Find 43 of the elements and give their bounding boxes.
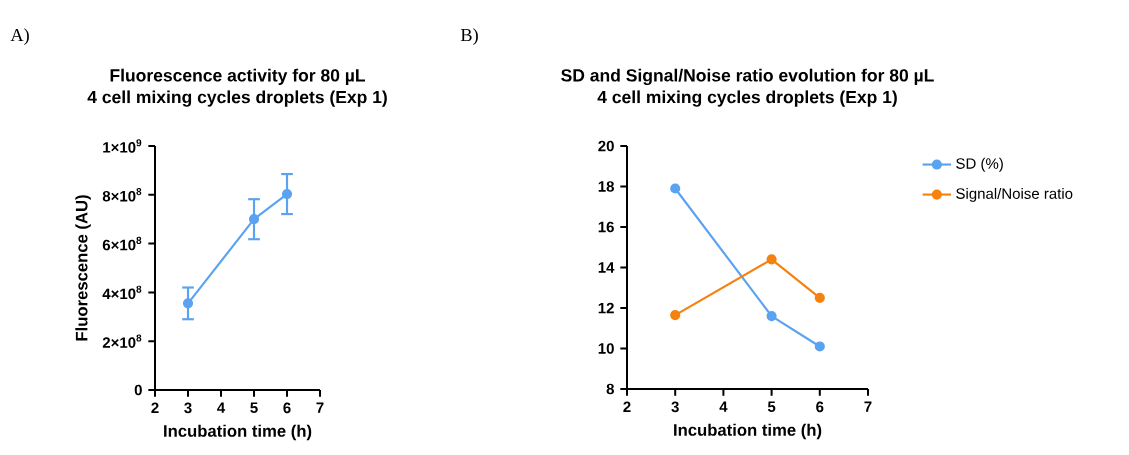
y-tick-label: 1×10$^{9}$ [103, 139, 142, 153]
point [248, 214, 260, 225]
point [670, 183, 681, 194]
text: A) [10, 28, 29, 45]
point [182, 298, 194, 309]
point [814, 292, 825, 303]
y-tick-label: 16 [598, 221, 614, 233]
x-tick-label: 3 [671, 401, 679, 413]
x-tick-label: 6 [816, 401, 824, 413]
y-tick-label: 20 [598, 140, 614, 152]
x-tick-label: 4 [217, 402, 226, 413]
chart-title: SD and Signal/Noise ratio evolution for 80 µL 4 cell mixing cycles droplets (Exp 1) [561, 68, 934, 107]
point [814, 341, 825, 352]
point [766, 311, 777, 322]
x-tick-label: 6 [283, 402, 291, 414]
point [670, 309, 681, 321]
point [281, 188, 293, 200]
legend-label: SD (%) [956, 157, 1003, 172]
x-tick-label: 4 [719, 401, 728, 412]
y-tick-label: 14 [598, 262, 615, 273]
x-tick-label: 5 [767, 401, 776, 413]
y-axis-title: Fluorescence (AU) [75, 195, 91, 341]
y-tick-label: 0 [134, 384, 142, 396]
x-tick-label: 3 [184, 402, 192, 414]
y-tick-label: 12 [598, 302, 614, 314]
x-axis-title: Incubation time (h) [674, 423, 822, 440]
legend-label: Signal/Noise ratio [956, 187, 1073, 202]
text: B) [460, 28, 478, 45]
y-tick-label: 8×10$^{8}$ [102, 188, 142, 202]
x-tick-label: 5 [250, 402, 258, 414]
x-tick-label: 2 [623, 401, 631, 413]
y-tick-label: 18 [598, 181, 614, 192]
chart-title: Fluorescence activity for 80 µL 4 cell mixing cycles droplets (Exp 1) [87, 68, 387, 107]
y-tick-label: 10 [598, 343, 614, 354]
x-tick-label: 7 [864, 401, 872, 412]
point [766, 254, 777, 265]
y-tick-label: 8 [606, 383, 614, 395]
y-tick-label: 4×10$^{8}$ [102, 285, 142, 300]
x-tick-label: 2 [151, 402, 159, 414]
x-tick-label: 7 [316, 402, 324, 413]
x-axis-title: Incubation time (h) [164, 424, 312, 441]
y-tick-label: 2×10$^{8}$ [102, 334, 142, 348]
y-tick-label: 6×10$^{8}$ [102, 236, 142, 251]
